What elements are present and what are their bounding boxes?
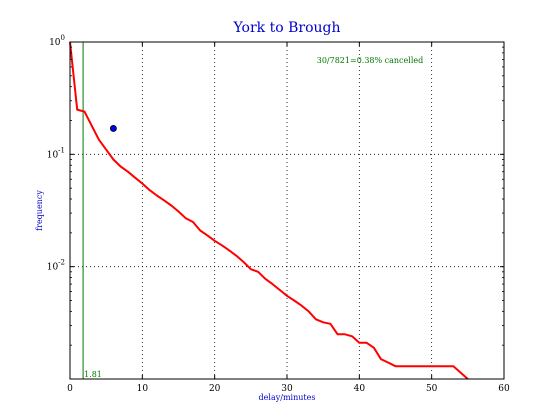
y-tick-label: 10-1 bbox=[47, 146, 65, 160]
grid-layer bbox=[70, 42, 504, 379]
delay-frequency-line bbox=[69, 41, 469, 380]
data-layer bbox=[69, 41, 469, 380]
x-tick-label: 50 bbox=[426, 384, 438, 394]
data-point-marker bbox=[110, 125, 117, 132]
x-tick-label: 20 bbox=[209, 384, 221, 394]
x-tick-label: 60 bbox=[498, 384, 510, 394]
x-tick-label: 40 bbox=[354, 384, 366, 394]
x-tick-label: 0 bbox=[67, 384, 73, 394]
y-axis-label: frequency bbox=[35, 190, 44, 231]
x-axis-label: delay/minutes bbox=[259, 393, 316, 402]
y-tick-label: 10-2 bbox=[47, 259, 65, 273]
x-tick-label: 30 bbox=[281, 384, 293, 394]
reference-line-label: 1.81 bbox=[84, 370, 102, 379]
x-tick-label: 10 bbox=[137, 384, 149, 394]
tick-layer: 0 10 20 30 40 50 60 100 10-1 10-2 bbox=[47, 34, 510, 394]
chart-title: York to Brough bbox=[233, 20, 341, 36]
cancelled-annotation: 30/7821=0.38% cancelled bbox=[317, 56, 423, 65]
y-tick-label: 100 bbox=[49, 34, 65, 48]
